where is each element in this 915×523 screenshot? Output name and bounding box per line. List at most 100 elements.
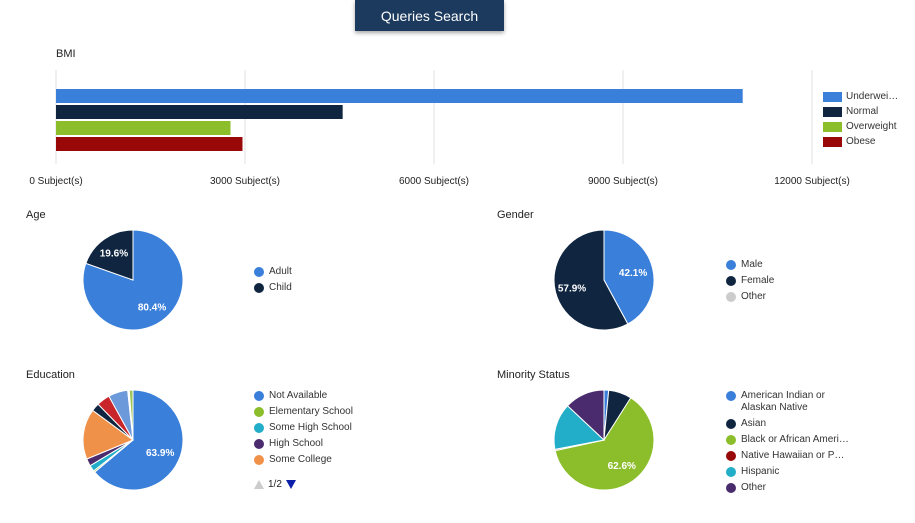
education-legend-item[interactable]: Not Available: [254, 390, 353, 402]
bmi-bar-underweight: [56, 89, 743, 103]
education-legend-pager: 1/2: [254, 479, 296, 490]
minority-pie-slice-other: [566, 389, 605, 442]
age-legend: Adult Child: [254, 266, 292, 298]
legend-dot: [726, 451, 736, 461]
legend-label: Other: [741, 291, 767, 302]
education-legend-item[interactable]: High School: [254, 438, 353, 450]
legend-dot: [254, 439, 264, 449]
gender-chart-title: Gender: [497, 209, 534, 221]
minority-legend-item[interactable]: Other: [726, 482, 856, 494]
bmi-legend: Underwei… Normal Overweight Obese: [823, 91, 903, 151]
legend-label: Female: [741, 275, 775, 286]
age-legend-item[interactable]: Adult: [254, 266, 292, 278]
minority-legend-item[interactable]: Hispanic: [726, 466, 856, 478]
legend-dot: [726, 419, 736, 429]
pager-up-arrow-icon: [254, 480, 264, 489]
age-chart-title: Age: [26, 209, 46, 221]
legend-label: Some College: [269, 454, 332, 465]
bmi-tick-label: 12000 Subject(s): [774, 176, 850, 187]
minority-pie-slice-black-or-african-ameri: [554, 397, 655, 491]
legend-label: Obese: [846, 136, 876, 147]
bmi-bar-obese: [56, 137, 243, 151]
legend-label: Native Hawaiian or P…: [741, 450, 845, 461]
pager-page-indicator: 1/2: [268, 479, 282, 490]
legend-label: Underwei…: [846, 91, 899, 102]
minority-status-chart-title: Minority Status: [497, 369, 570, 381]
minority-pie-label-black: 62.6%: [608, 461, 636, 472]
bmi-bar-overweight: [56, 121, 231, 135]
minority-legend-item[interactable]: Black or African Ameri…: [726, 434, 856, 446]
legend-dot: [726, 260, 736, 270]
legend-label: High School: [269, 438, 323, 449]
legend-swatch: [823, 92, 842, 102]
legend-dot: [254, 283, 264, 293]
legend-label: Male: [741, 259, 763, 270]
legend-label: Overweight: [846, 121, 897, 132]
minority-legend-item[interactable]: American Indian or Alaskan Native: [726, 390, 856, 414]
queries-search-button[interactable]: Queries Search: [355, 0, 504, 31]
bmi-chart-title: BMI: [56, 48, 76, 60]
legend-swatch: [823, 107, 842, 117]
gender-legend-item[interactable]: Male: [726, 259, 774, 271]
age-legend-item[interactable]: Child: [254, 282, 292, 294]
education-legend-item[interactable]: Elementary School: [254, 406, 353, 418]
bmi-bar-normal: [56, 105, 343, 119]
legend-label: Hispanic: [741, 466, 780, 477]
education-legend: Not Available Elementary School Some High …: [254, 390, 353, 470]
legend-dot: [254, 455, 264, 465]
age-pie-slice-child: [85, 229, 134, 281]
gender-pie-label-male: 42.1%: [619, 268, 647, 279]
education-pie-label-not-available: 63.9%: [146, 448, 174, 459]
pager-down-arrow-icon[interactable]: [285, 480, 296, 489]
bmi-tick-label: 3000 Subject(s): [210, 176, 280, 187]
legend-dot: [254, 267, 264, 277]
legend-dot: [726, 435, 736, 445]
legend-label: Child: [269, 282, 292, 293]
gender-pie-slice-female: [553, 229, 629, 331]
legend-dot: [726, 483, 736, 493]
legend-label: Normal: [846, 106, 879, 117]
legend-label: Black or African Ameri…: [741, 434, 849, 445]
minority-status-legend: American Indian or Alaskan Native Asian Bl…: [726, 390, 856, 498]
legend-label: Elementary School: [269, 406, 353, 417]
bmi-legend-item[interactable]: Obese: [823, 136, 903, 148]
gender-legend-item[interactable]: Female: [726, 275, 774, 287]
legend-label: Other: [741, 482, 767, 493]
legend-dot: [726, 391, 736, 401]
bmi-tick-label: 9000 Subject(s): [588, 176, 658, 187]
minority-legend-item[interactable]: Asian: [726, 418, 856, 430]
education-chart-title: Education: [26, 369, 75, 381]
legend-label: Not Available: [269, 390, 328, 401]
legend-label: Some High School: [269, 422, 352, 433]
bmi-legend-item[interactable]: Overweight: [823, 121, 903, 133]
legend-swatch: [823, 137, 842, 147]
education-legend-item[interactable]: Some High School: [254, 422, 353, 434]
gender-pie-label-female: 57.9%: [558, 284, 586, 295]
education-pie-slice: [82, 409, 135, 460]
legend-label: American Indian or Alaskan Native: [741, 390, 825, 413]
bmi-tick-label: 6000 Subject(s): [399, 176, 469, 187]
legend-dot: [254, 423, 264, 433]
legend-label: Adult: [269, 266, 292, 277]
age-pie-label-child: 19.6%: [100, 249, 128, 260]
legend-dot: [254, 391, 264, 401]
gender-legend-item[interactable]: Other: [726, 291, 774, 303]
age-pie-label-adult: 80.4%: [138, 302, 166, 313]
bmi-legend-item[interactable]: Underwei…: [823, 91, 903, 103]
legend-swatch: [823, 122, 842, 132]
age-pie-slice-adult: [82, 229, 184, 331]
legend-dot: [726, 292, 736, 302]
legend-label: Asian: [741, 418, 767, 429]
education-legend-item[interactable]: Some College: [254, 454, 353, 466]
bmi-legend-item[interactable]: Normal: [823, 106, 903, 118]
gender-pie-slice-male: [603, 229, 655, 325]
gender-legend: Male Female Other: [726, 259, 774, 307]
education-pie-slice: [93, 389, 184, 491]
legend-dot: [726, 467, 736, 477]
legend-dot: [254, 407, 264, 417]
legend-dot: [726, 276, 736, 286]
minority-legend-item[interactable]: Native Hawaiian or P…: [726, 450, 856, 462]
bmi-tick-label: 0 Subject(s): [29, 176, 82, 187]
education-pie-slice: [128, 389, 134, 441]
